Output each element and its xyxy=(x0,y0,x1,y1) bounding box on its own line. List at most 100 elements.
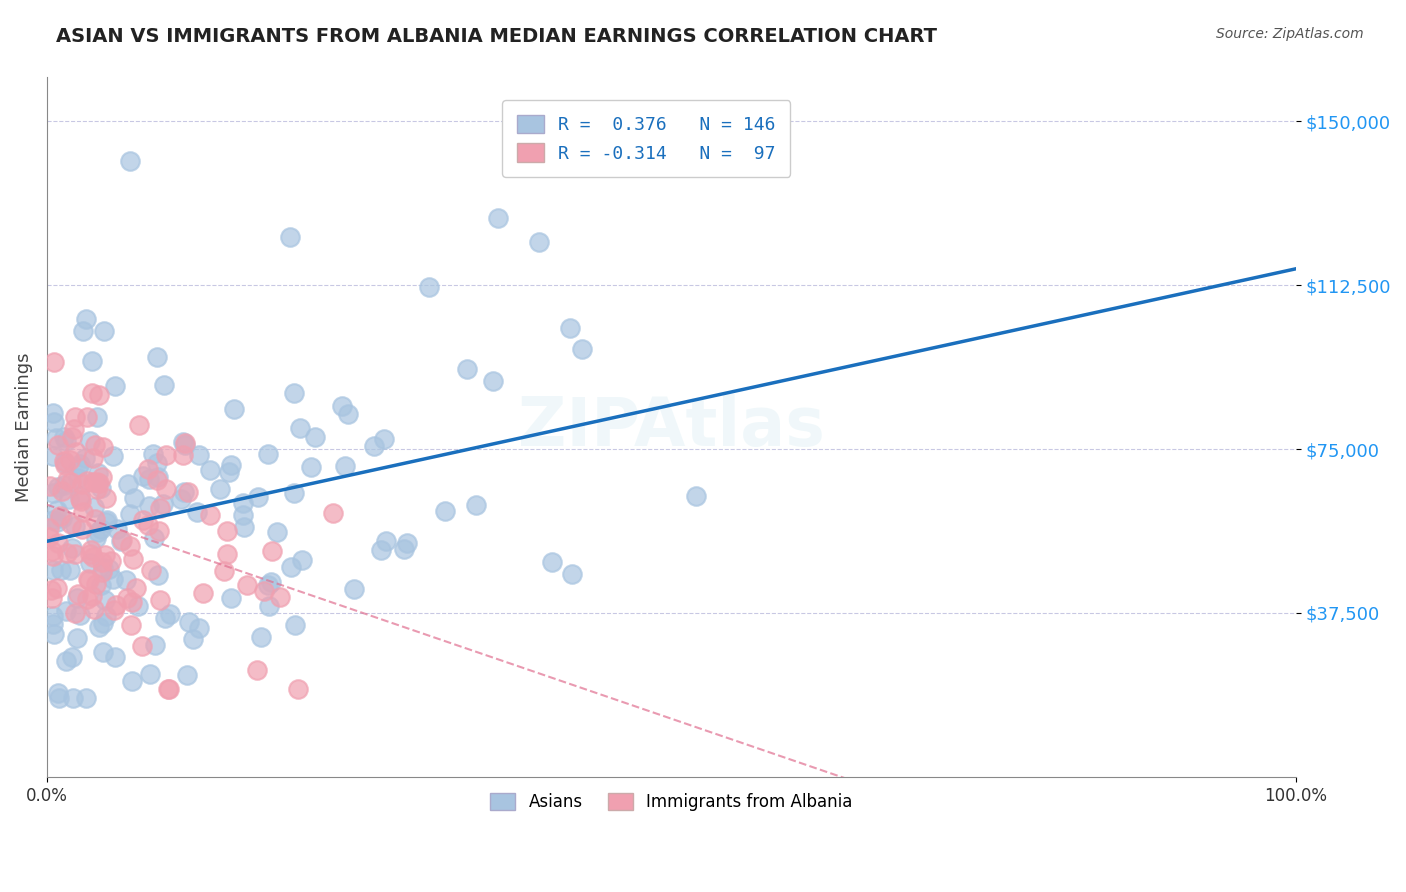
Point xyxy=(87,620,110,634)
Point xyxy=(60,541,83,555)
Point xyxy=(299,460,322,475)
Point xyxy=(278,230,301,244)
Point xyxy=(250,630,273,644)
Point xyxy=(65,444,87,458)
Point xyxy=(49,563,72,577)
Point xyxy=(172,434,194,449)
Point xyxy=(155,448,177,462)
Point xyxy=(91,555,114,569)
Point xyxy=(232,508,254,523)
Point xyxy=(67,587,90,601)
Point xyxy=(145,473,167,487)
Point xyxy=(139,563,162,577)
Point xyxy=(69,492,91,507)
Point xyxy=(72,325,94,339)
Point xyxy=(131,468,153,483)
Point xyxy=(69,489,91,503)
Point xyxy=(80,353,103,368)
Point xyxy=(63,519,86,533)
Point xyxy=(433,504,456,518)
Point xyxy=(191,586,214,600)
Point xyxy=(72,505,94,519)
Point xyxy=(266,525,288,540)
Point xyxy=(51,483,73,498)
Point xyxy=(146,456,169,470)
Point xyxy=(233,519,256,533)
Point xyxy=(105,522,128,536)
Point xyxy=(45,431,67,445)
Point xyxy=(66,460,89,475)
Point xyxy=(208,482,231,496)
Point xyxy=(256,447,278,461)
Point xyxy=(232,496,254,510)
Point xyxy=(287,682,309,697)
Point xyxy=(69,608,91,623)
Point xyxy=(84,576,107,591)
Point xyxy=(571,342,593,356)
Point xyxy=(280,560,302,574)
Point xyxy=(188,621,211,635)
Point xyxy=(90,578,112,592)
Point xyxy=(103,572,125,586)
Point xyxy=(456,361,478,376)
Point xyxy=(481,374,503,388)
Point xyxy=(42,513,65,527)
Point xyxy=(45,503,67,517)
Point xyxy=(200,508,222,523)
Point xyxy=(42,617,65,632)
Point xyxy=(100,554,122,568)
Point xyxy=(73,451,96,466)
Point xyxy=(86,410,108,425)
Point xyxy=(177,484,200,499)
Point xyxy=(42,549,65,563)
Point xyxy=(60,430,83,444)
Point xyxy=(83,500,105,514)
Point xyxy=(59,563,82,577)
Point xyxy=(219,458,242,473)
Point xyxy=(90,522,112,536)
Point xyxy=(63,547,86,561)
Point xyxy=(110,534,132,549)
Point xyxy=(247,491,270,505)
Point xyxy=(46,516,69,530)
Point xyxy=(176,667,198,681)
Point xyxy=(288,420,311,434)
Point xyxy=(42,450,65,464)
Point xyxy=(118,540,141,554)
Point xyxy=(42,563,65,577)
Point xyxy=(86,531,108,545)
Point xyxy=(269,590,291,604)
Point xyxy=(173,437,195,451)
Point xyxy=(56,546,79,560)
Point xyxy=(79,434,101,449)
Point xyxy=(149,592,172,607)
Point xyxy=(66,632,89,646)
Point xyxy=(152,497,174,511)
Point xyxy=(80,543,103,558)
Point xyxy=(62,422,84,436)
Point xyxy=(94,608,117,623)
Point xyxy=(39,582,62,597)
Point xyxy=(53,430,76,444)
Point xyxy=(138,518,160,533)
Point xyxy=(685,489,707,503)
Point xyxy=(83,601,105,615)
Point xyxy=(49,508,72,523)
Point xyxy=(146,469,169,483)
Point xyxy=(101,449,124,463)
Point xyxy=(70,523,93,537)
Point xyxy=(155,611,177,625)
Point xyxy=(60,649,83,664)
Point xyxy=(42,415,65,429)
Point xyxy=(283,486,305,500)
Point xyxy=(120,507,142,521)
Point xyxy=(373,432,395,446)
Point xyxy=(120,618,142,632)
Point xyxy=(145,350,167,364)
Point xyxy=(465,498,488,512)
Point xyxy=(66,471,89,485)
Point xyxy=(418,280,440,294)
Point xyxy=(76,409,98,424)
Point xyxy=(283,617,305,632)
Point xyxy=(111,533,134,547)
